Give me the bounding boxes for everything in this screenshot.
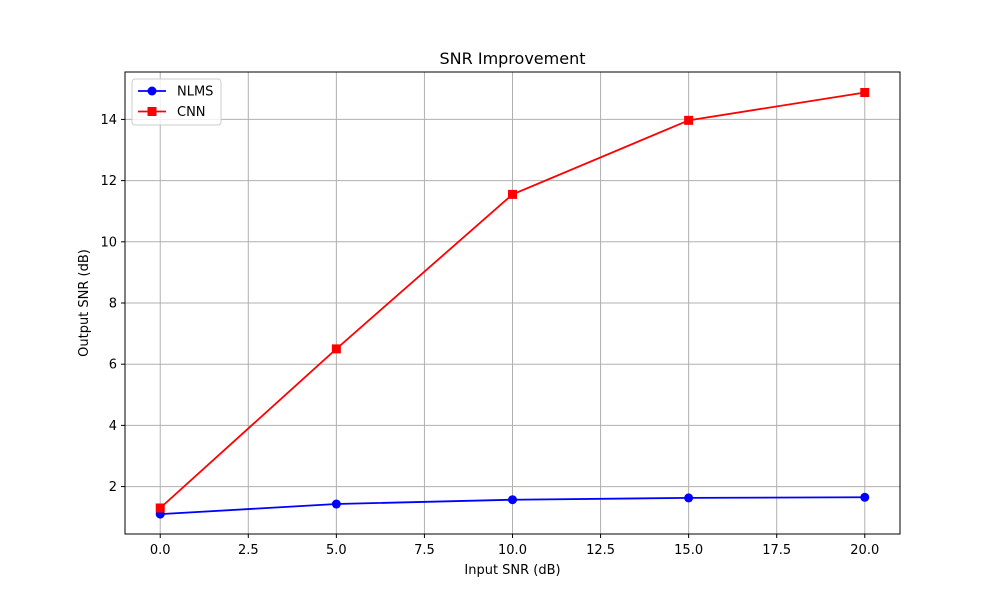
x-tick-label: 5.0	[326, 543, 347, 558]
y-tick-label: 2	[109, 480, 117, 495]
y-tick-label: 10	[100, 235, 117, 250]
legend-cnn-marker	[147, 107, 157, 116]
plot-frame	[124, 71, 901, 535]
y-tick-label: 14	[100, 113, 117, 128]
legend-nlms-label: NLMS	[177, 85, 213, 100]
legend-items: NLMS CNN	[138, 85, 213, 120]
y-tick-label: 4	[109, 419, 117, 434]
x-tick-label: 2.5	[238, 543, 259, 558]
legend-cnn-label: CNN	[177, 105, 206, 120]
legend-item-nlms: NLMS	[138, 85, 213, 100]
series-nlms-point	[684, 493, 694, 503]
y-tick-label: 8	[109, 297, 117, 312]
x-tick-label: 12.5	[586, 543, 615, 558]
series-cnn-point	[508, 189, 517, 199]
y-tick-label: 12	[100, 174, 117, 189]
legend: NLMS CNN	[131, 78, 222, 126]
series-nlms-point	[860, 492, 870, 502]
x-axis-label: Input SNR (dB)	[464, 563, 560, 578]
x-tick-label: 20.0	[850, 543, 879, 558]
x-tick-label: 7.5	[414, 543, 435, 558]
grid-lines	[125, 72, 900, 534]
x-tick-label: 0.0	[150, 543, 171, 558]
legend-nlms-marker	[147, 86, 157, 96]
series-nlms-point	[331, 499, 341, 509]
series-cnn-point	[860, 87, 870, 97]
series-nlms-point	[508, 495, 517, 505]
x-tick-label: 15.0	[674, 543, 703, 558]
y-tick-label: 6	[109, 358, 117, 373]
series-cnn	[155, 87, 870, 513]
x-tick-label: 10.0	[498, 543, 527, 558]
legend-item-cnn: CNN	[138, 105, 206, 120]
x-tick-label: 17.5	[762, 543, 791, 558]
chart-title: SNR Improvement	[440, 49, 586, 68]
y-axis-label: Output SNR (dB)	[77, 249, 92, 357]
series-cnn-point	[684, 115, 694, 125]
series-cnn-point	[155, 503, 165, 513]
series-cnn-point	[331, 344, 341, 354]
series-layer	[155, 87, 870, 519]
axis-ticks: 0.0 2.5 5.0 7.5 10.0 12.5 15.0 17.5 20.0 2 4 6 8 10 12…	[100, 113, 879, 558]
